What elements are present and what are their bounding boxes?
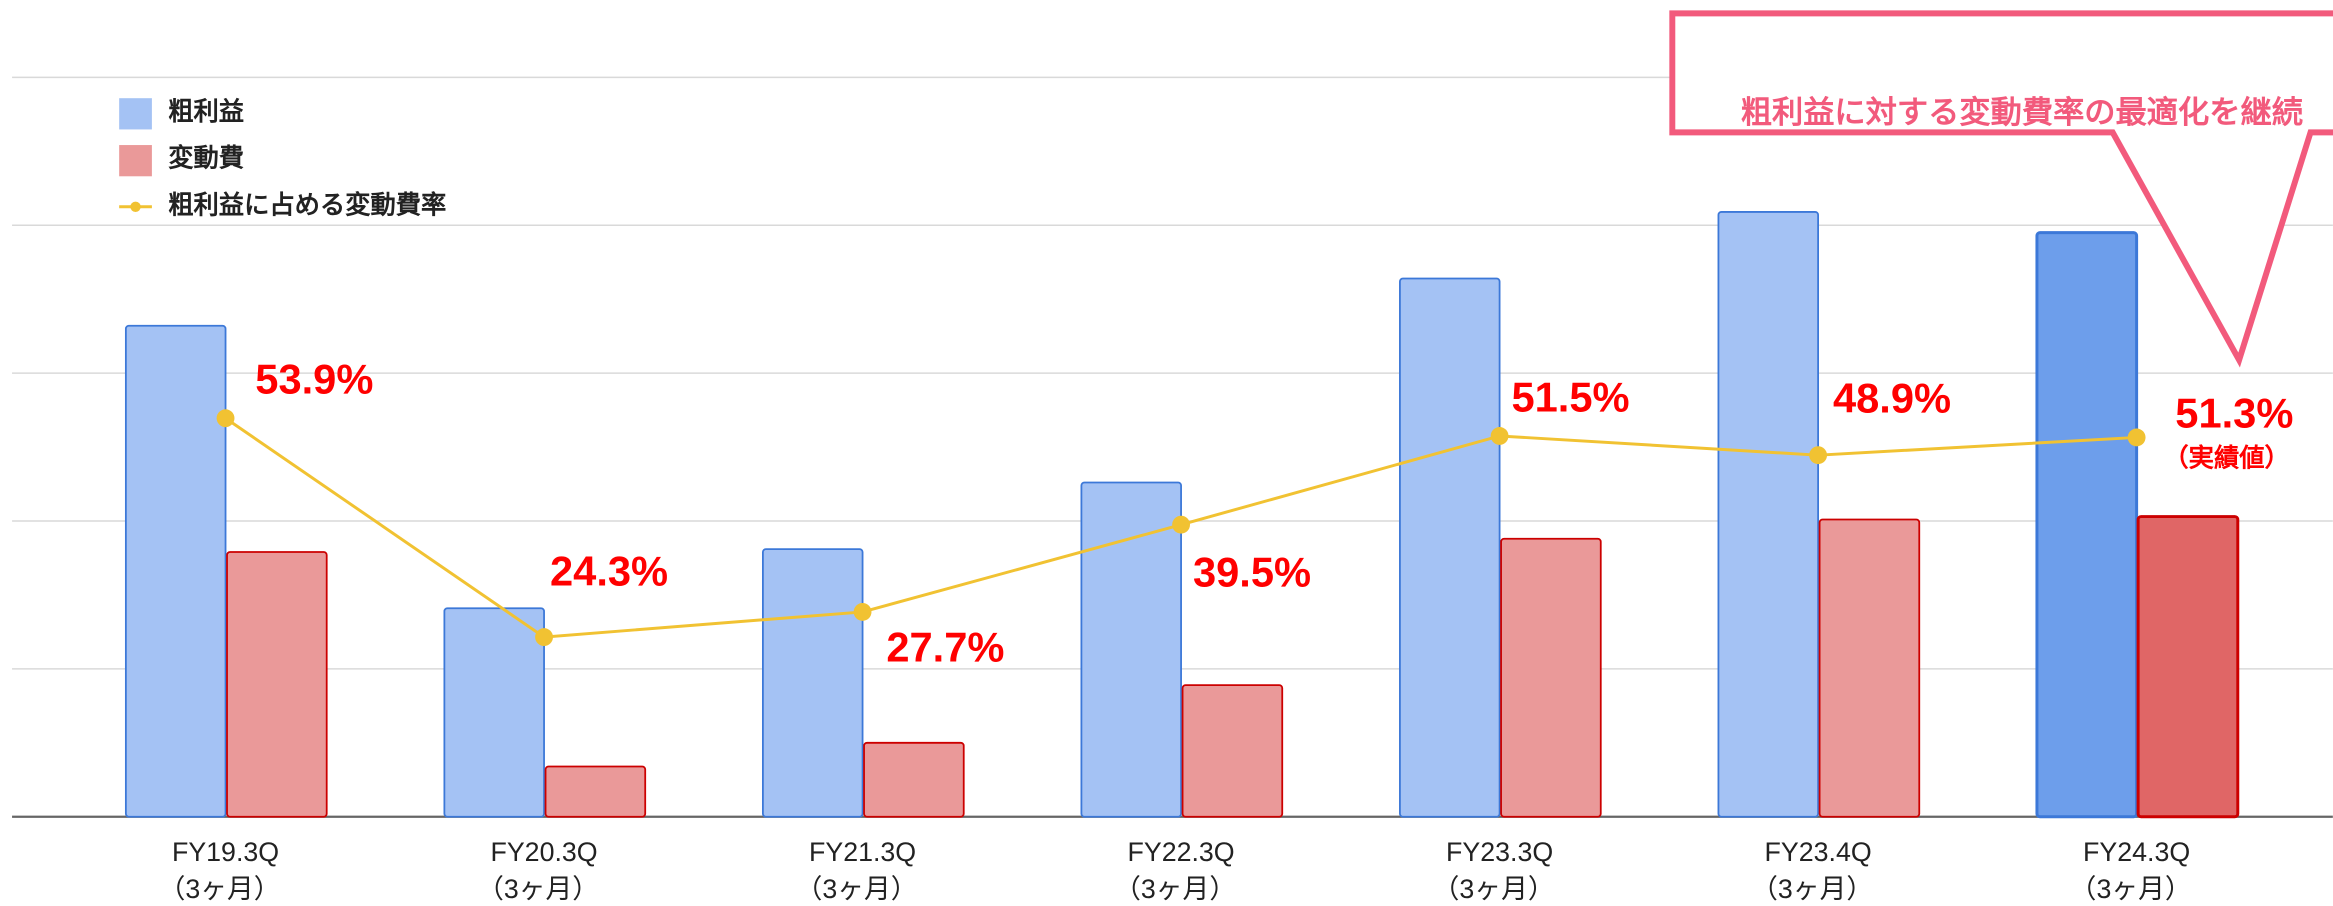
x-tick-sublabel: （3ヶ月） bbox=[796, 874, 918, 904]
bar bbox=[863, 741, 965, 818]
line-point bbox=[853, 603, 872, 621]
callout-box bbox=[1669, 10, 2333, 368]
bar bbox=[2136, 515, 2240, 819]
bar bbox=[226, 551, 328, 818]
bar bbox=[1818, 518, 1921, 818]
legend-label: 粗利益に占める変動費率 bbox=[168, 190, 446, 219]
data-label: 39.5% bbox=[1193, 548, 1311, 595]
bar bbox=[124, 324, 227, 818]
plot: FY19.3Q （3ヶ月） FY20.3Q （3ヶ月） FY21.3Q （3ヶ月） FY22… bbox=[12, 76, 2333, 904]
x-tick-sublabel: （3ヶ月） bbox=[1114, 874, 1236, 904]
x-tick-label: FY19.3Q bbox=[172, 837, 279, 867]
x-tick-sublabel: （3ヶ月） bbox=[1433, 874, 1555, 904]
legend-dot bbox=[130, 201, 141, 212]
legend-swatch bbox=[119, 98, 152, 130]
bar bbox=[1399, 277, 1501, 818]
x-tick-label: FY22.3Q bbox=[1128, 837, 1235, 867]
callout-text: 粗利益に対する変動費率の最適化を継続 bbox=[1741, 95, 2303, 130]
x-tick-label: FY20.3Q bbox=[490, 837, 597, 867]
bar bbox=[761, 548, 864, 818]
bar bbox=[1717, 211, 1819, 818]
line-point bbox=[535, 628, 553, 646]
line-point bbox=[1490, 427, 1509, 445]
bar bbox=[2035, 231, 2139, 819]
data-label: 51.3% bbox=[2175, 390, 2293, 437]
data-label: 24.3% bbox=[550, 548, 668, 595]
x-tick-sublabel: （3ヶ月） bbox=[1751, 874, 1873, 904]
legend-swatch bbox=[119, 145, 152, 177]
data-label: 53.9% bbox=[255, 356, 373, 403]
x-tick-sublabel: （3ヶ月） bbox=[2070, 874, 2192, 904]
data-label: 48.9% bbox=[1833, 375, 1951, 422]
line-point bbox=[1172, 515, 1191, 534]
x-tick-label: FY24.3Q bbox=[2083, 837, 2190, 867]
x-tick-sublabel: （3ヶ月） bbox=[477, 874, 599, 904]
data-label: 27.7% bbox=[886, 624, 1004, 671]
legend-label: 変動費 bbox=[168, 144, 244, 173]
bar bbox=[544, 765, 647, 818]
x-tick-label: FY23.3Q bbox=[1446, 837, 1553, 867]
annotation: （実績値） bbox=[2163, 443, 2289, 472]
legend-label: 粗利益 bbox=[168, 98, 244, 126]
bar bbox=[1080, 481, 1182, 818]
callout: 粗利益に対する変動費率の最適化を継続 bbox=[1669, 10, 2333, 368]
line-point bbox=[2127, 428, 2146, 447]
bar bbox=[1181, 684, 1284, 818]
x-tick-label: FY23.4Q bbox=[1765, 837, 1872, 867]
line-point bbox=[1809, 446, 1828, 465]
x-tick-label: FY21.3Q bbox=[809, 837, 916, 867]
x-tick-sublabel: （3ヶ月） bbox=[159, 874, 281, 904]
data-label: 51.5% bbox=[1511, 373, 1629, 420]
bar bbox=[443, 607, 545, 818]
bar bbox=[1500, 537, 1602, 818]
line-point bbox=[216, 409, 235, 428]
